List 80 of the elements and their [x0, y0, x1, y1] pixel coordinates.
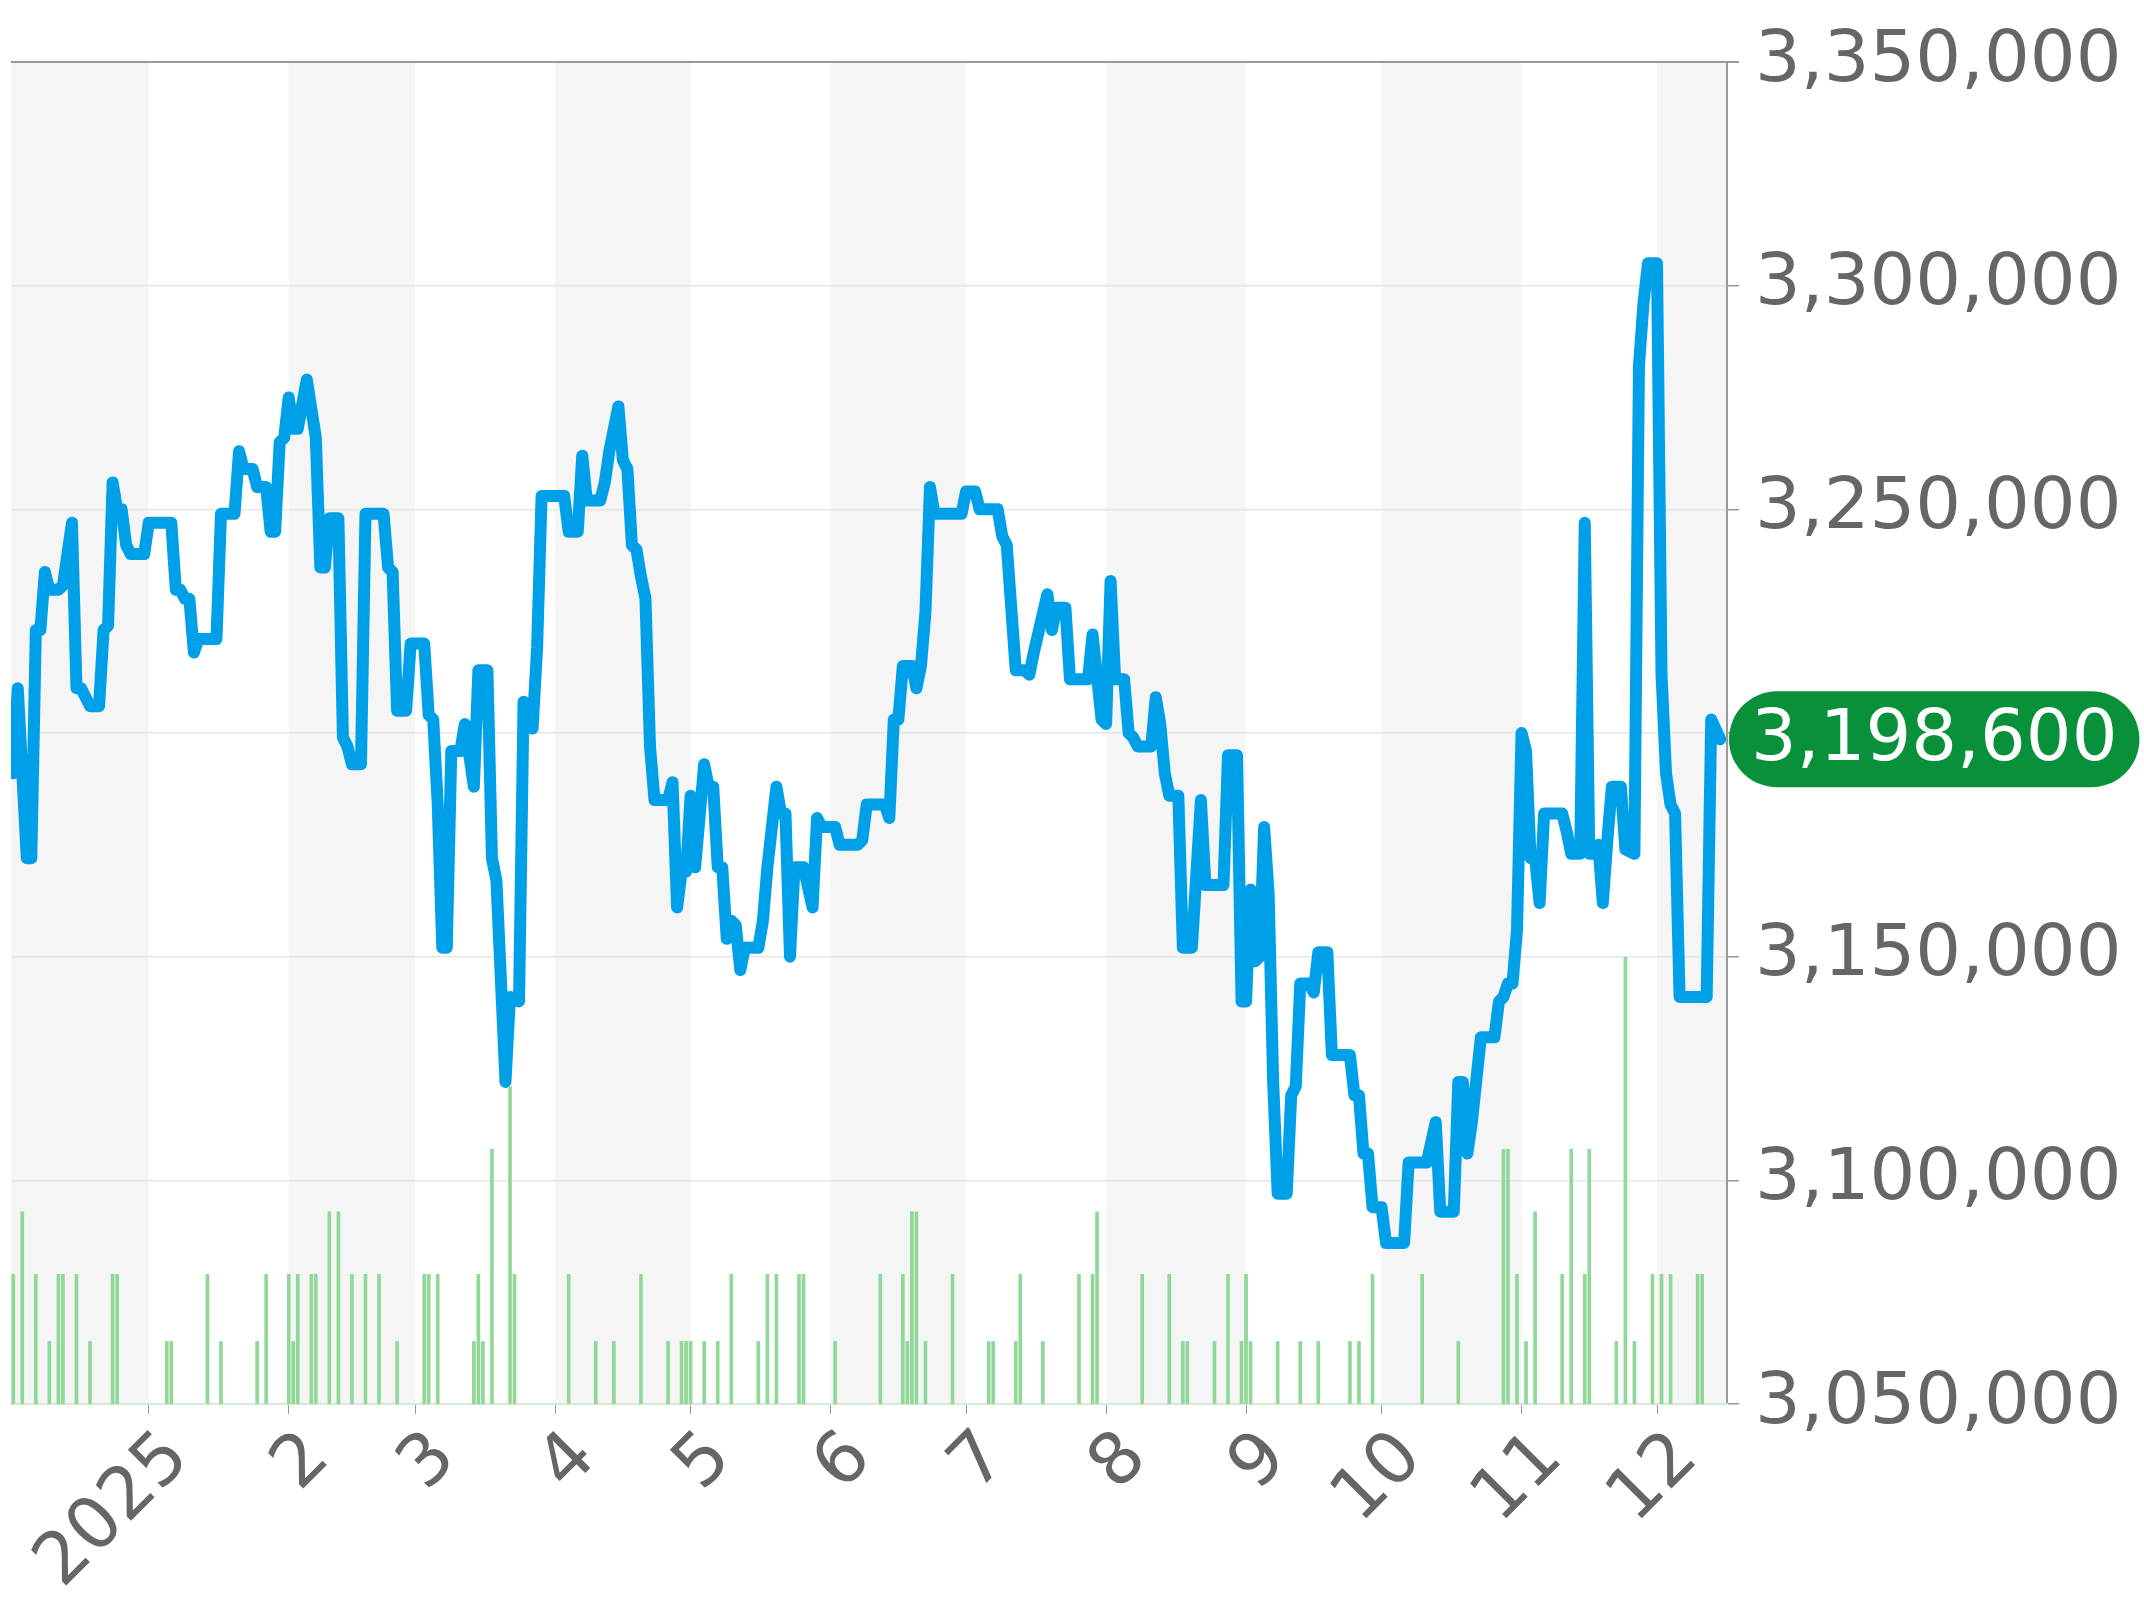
- x-tick-label: 6: [794, 1412, 886, 1505]
- bar: [910, 1211, 914, 1404]
- bar: [684, 1341, 688, 1404]
- bar: [1018, 1274, 1023, 1404]
- bar: [1506, 1148, 1510, 1404]
- x-tick-label: 2: [252, 1412, 344, 1505]
- bar: [264, 1274, 268, 1404]
- bar: [991, 1341, 996, 1404]
- bar: [1298, 1341, 1303, 1404]
- y-tick-label: 3,350,000: [1755, 13, 2122, 98]
- bar: [20, 1211, 25, 1404]
- bar: [313, 1274, 318, 1404]
- bar: [350, 1274, 354, 1404]
- bar: [255, 1341, 259, 1404]
- text: 3,198,600: [1751, 692, 2118, 777]
- bar: [1041, 1341, 1045, 1404]
- bar: [422, 1274, 427, 1404]
- bar: [115, 1274, 119, 1404]
- y-tick-label: 3,100,000: [1755, 1132, 2122, 1217]
- bar: [1357, 1341, 1361, 1404]
- bar: [88, 1341, 92, 1404]
- x-tick-label: 5: [654, 1412, 746, 1505]
- y-tick-label: 3,050,000: [1755, 1355, 2122, 1440]
- bar: [377, 1274, 381, 1404]
- bar: [1316, 1341, 1321, 1404]
- bar: [490, 1148, 494, 1404]
- bar: [1700, 1274, 1704, 1404]
- bar: [1533, 1211, 1537, 1404]
- x-tick-label: 7: [929, 1412, 1022, 1505]
- y-tick-label: 3,300,000: [1755, 237, 2122, 322]
- bar: [435, 1274, 440, 1404]
- x-tick-label: 3: [378, 1412, 471, 1505]
- bar: [1181, 1341, 1185, 1404]
- bar: [1140, 1274, 1145, 1404]
- bar: [1077, 1274, 1081, 1404]
- bar: [426, 1274, 431, 1404]
- bar: [833, 1341, 837, 1404]
- bar: [593, 1341, 598, 1404]
- bar: [309, 1274, 314, 1404]
- bar: [797, 1274, 801, 1404]
- bar: [164, 1341, 169, 1404]
- bar: [1167, 1274, 1172, 1404]
- bar: [508, 1086, 512, 1404]
- x-tick-label: 11: [1452, 1412, 1577, 1537]
- x-tick-label: 4: [518, 1412, 611, 1505]
- bar: [1560, 1274, 1564, 1404]
- bar: [219, 1341, 223, 1404]
- x-tick-label: 8: [1069, 1412, 1162, 1505]
- x-tick-label: 12: [1588, 1412, 1713, 1537]
- bar: [639, 1274, 643, 1404]
- bar: [1587, 1148, 1592, 1404]
- bar: [612, 1341, 616, 1404]
- bar: [286, 1274, 291, 1404]
- bar: [1515, 1274, 1519, 1404]
- bar: [1275, 1341, 1280, 1404]
- bar: [295, 1274, 300, 1404]
- bar: [169, 1341, 174, 1404]
- bar: [566, 1274, 571, 1404]
- bar: [34, 1274, 38, 1404]
- bar: [715, 1341, 720, 1404]
- bar: [1348, 1341, 1352, 1404]
- bar: [729, 1274, 734, 1404]
- bar: [666, 1341, 670, 1404]
- bar: [1244, 1274, 1248, 1404]
- bar: [395, 1341, 399, 1404]
- bar: [878, 1274, 883, 1404]
- y-tick-label: 3,150,000: [1755, 908, 2122, 993]
- bar: [1456, 1341, 1461, 1404]
- x-tick-label: 9: [1209, 1412, 1302, 1505]
- bar: [1420, 1274, 1425, 1404]
- bar: [1524, 1341, 1528, 1404]
- bar: [1569, 1148, 1574, 1404]
- bar: [702, 1341, 706, 1404]
- bar: [901, 1274, 905, 1404]
- bar: [61, 1274, 65, 1404]
- x-tick-label: 10: [1312, 1412, 1437, 1537]
- bar: [1226, 1274, 1230, 1404]
- y-tick-label: 3,250,000: [1755, 461, 2122, 546]
- bar: [11, 1274, 16, 1404]
- bar: [1095, 1211, 1099, 1404]
